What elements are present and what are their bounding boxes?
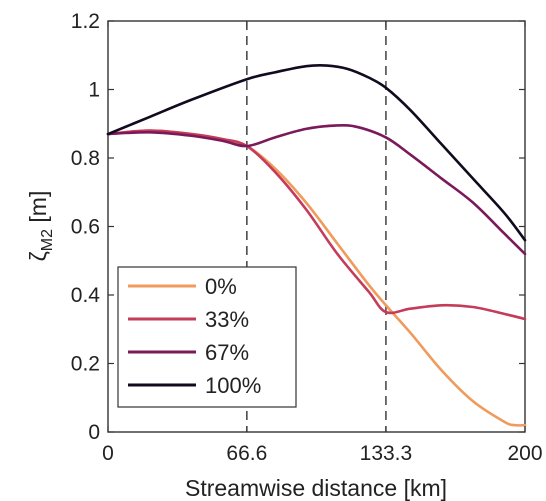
- x-axis: 0 66.6 133.3 200: [102, 21, 543, 465]
- legend-label: 33%: [205, 307, 249, 332]
- y-axis-label-subscript: M2: [39, 229, 56, 251]
- y-tick-label: 0.4: [71, 284, 101, 307]
- series-line-100pct: [106, 63, 527, 242]
- x-tick-label: 0: [102, 442, 114, 465]
- y-axis-label-unit: [m]: [25, 191, 51, 229]
- x-tick-label: 200: [507, 442, 542, 465]
- y-axis: 0 0.2 0.4 0.6 0.8 1 1.2: [71, 10, 525, 444]
- y-tick-label: 0: [88, 421, 100, 444]
- series-line-33pct: [106, 129, 527, 321]
- y-tick-label: 1: [88, 79, 100, 102]
- y-tick-label: 0.8: [71, 147, 100, 170]
- y-tick-label: 0.2: [71, 353, 100, 376]
- y-tick-label: 1.2: [71, 10, 100, 33]
- x-tick-label: 133.3: [360, 442, 413, 465]
- y-axis-label-symbol: ζ: [25, 251, 51, 261]
- legend-label: 0%: [205, 274, 237, 299]
- y-axis-label: ζM2 [m]: [25, 191, 56, 262]
- series-line-67pct: [106, 124, 527, 256]
- legend-label: 100%: [205, 373, 261, 398]
- series-lines: [106, 63, 527, 427]
- reference-lines: [246, 21, 387, 432]
- legend-label: 67%: [205, 340, 249, 365]
- legend: 0% 33% 67% 100%: [117, 266, 297, 408]
- y-tick-label: 0.6: [71, 216, 100, 239]
- x-tick-label: 66.6: [226, 442, 267, 465]
- x-axis-label: Streamwise distance [km]: [185, 475, 447, 501]
